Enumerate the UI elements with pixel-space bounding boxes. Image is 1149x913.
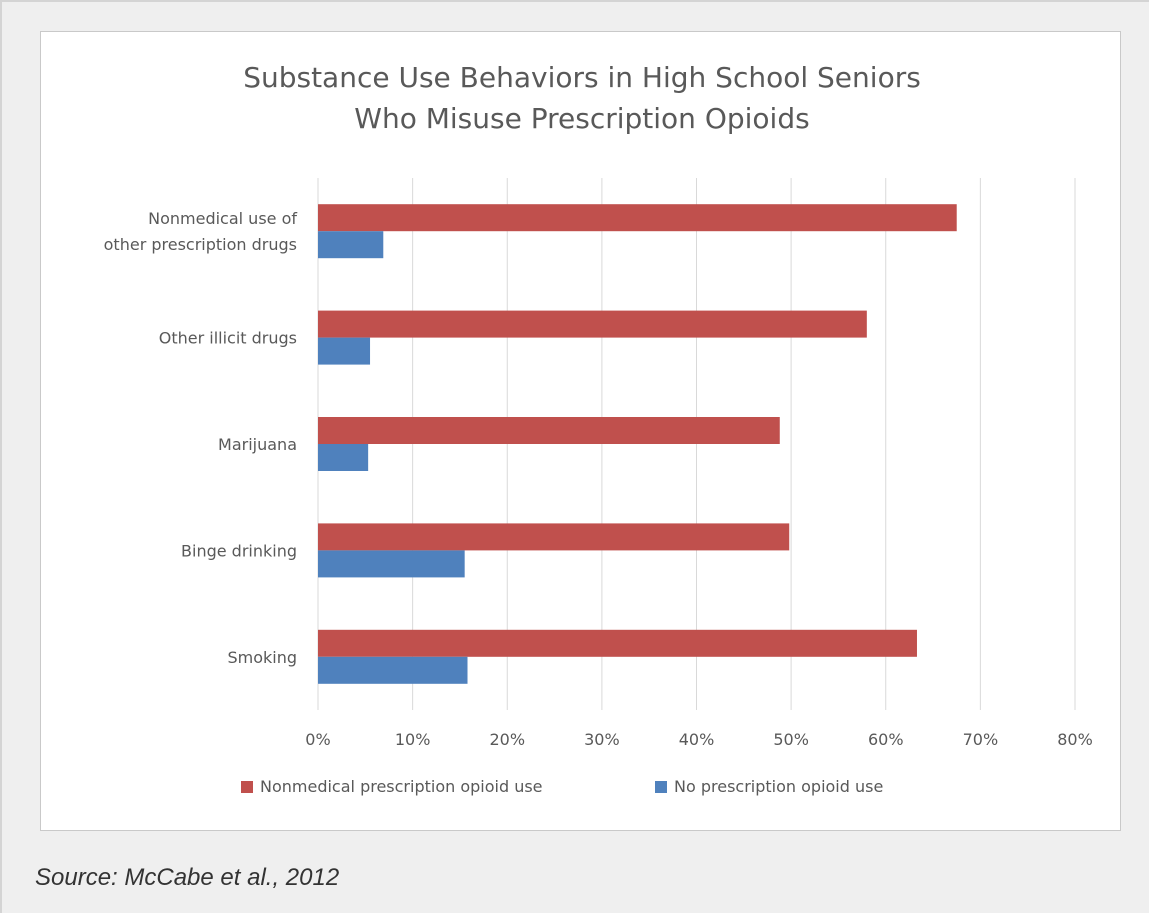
bar <box>318 444 369 471</box>
chart-card: Substance Use Behaviors in High School S… <box>40 31 1121 831</box>
category-label: Binge drinking <box>181 541 297 560</box>
category-label: Marijuana <box>218 435 297 454</box>
x-tick-label: 30% <box>584 730 620 749</box>
bar <box>318 337 371 365</box>
x-tick-label: 60% <box>868 730 904 749</box>
bar <box>318 204 957 232</box>
bar <box>318 523 790 551</box>
bar-chart: Substance Use Behaviors in High School S… <box>104 61 1093 796</box>
bar <box>318 550 465 578</box>
chart-title-line: Substance Use Behaviors in High School S… <box>243 61 921 94</box>
bar <box>318 310 867 338</box>
x-tick-label: 50% <box>773 730 809 749</box>
x-tick-label: 0% <box>305 730 330 749</box>
x-tick-label: 10% <box>395 730 431 749</box>
x-tick-label: 70% <box>963 730 999 749</box>
bar <box>318 629 917 657</box>
legend-label: No prescription opioid use <box>674 777 883 796</box>
category-label: Other illicit drugs <box>159 329 297 348</box>
category-label: other prescription drugs <box>104 235 297 254</box>
chart-title-line: Who Misuse Prescription Opioids <box>354 102 809 135</box>
x-tick-label: 80% <box>1057 730 1093 749</box>
bar <box>318 417 780 444</box>
category-label: Nonmedical use of <box>148 209 297 228</box>
bar <box>318 656 468 684</box>
x-tick-label: 20% <box>489 730 525 749</box>
legend-label: Nonmedical prescription opioid use <box>260 777 543 796</box>
category-label: Smoking <box>227 648 297 667</box>
legend-swatch <box>655 781 667 793</box>
legend-swatch <box>241 781 253 793</box>
source-caption: Source: McCabe et al., 2012 <box>35 864 340 891</box>
bar <box>318 231 384 259</box>
x-tick-label: 40% <box>679 730 715 749</box>
